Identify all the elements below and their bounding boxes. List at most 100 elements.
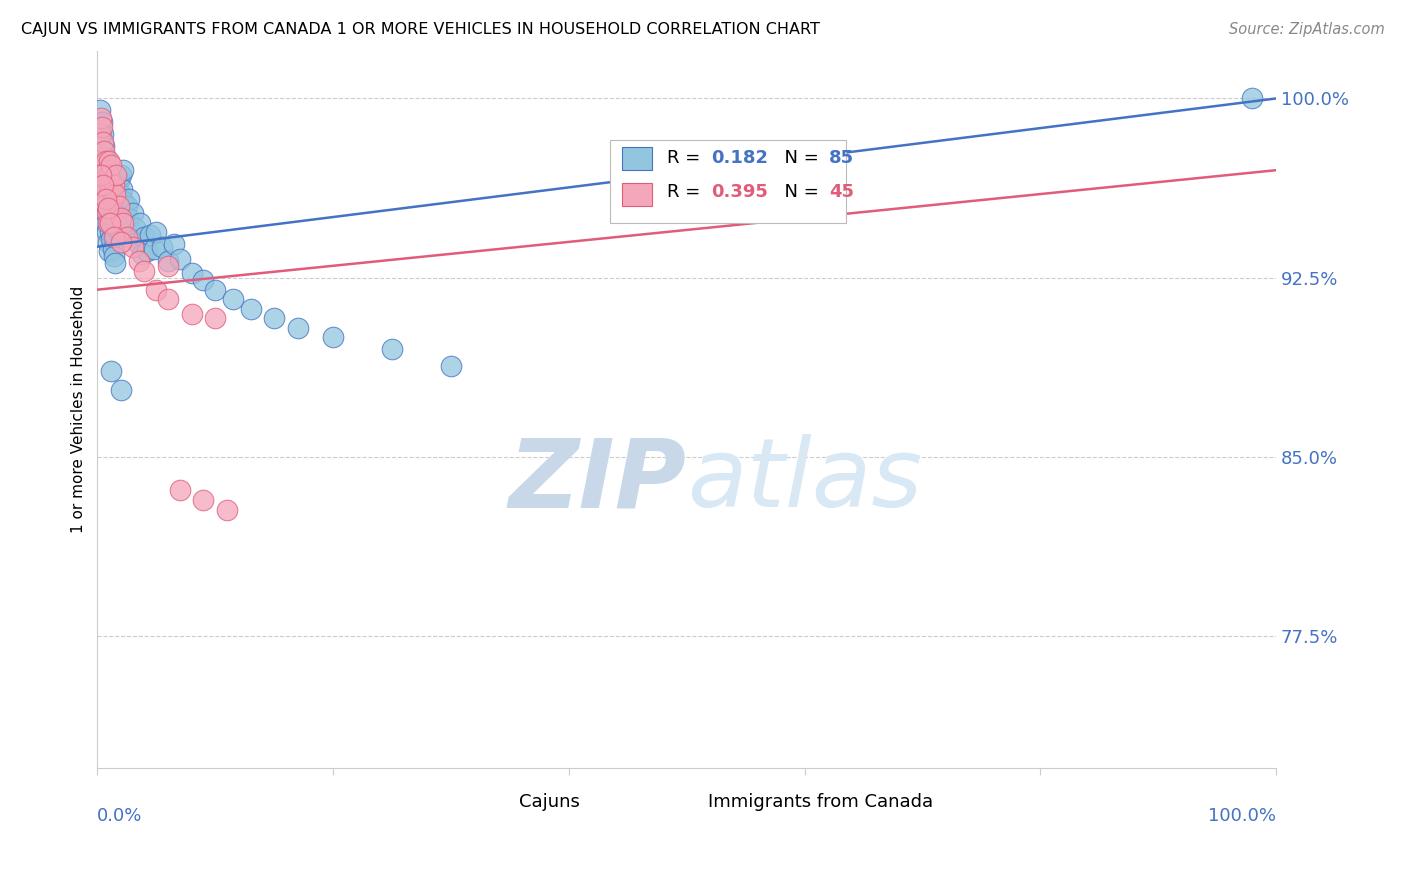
Point <box>1241 91 1264 105</box>
Point <box>91 163 114 178</box>
Point <box>145 225 167 239</box>
Point <box>94 153 117 168</box>
Text: atlas: atlas <box>686 434 922 527</box>
Point <box>103 178 125 192</box>
Point <box>193 493 215 508</box>
Text: 0.395: 0.395 <box>711 183 768 201</box>
Point <box>121 240 143 254</box>
Point <box>222 292 245 306</box>
Point <box>93 175 115 189</box>
FancyBboxPatch shape <box>484 791 515 812</box>
Point <box>94 151 117 165</box>
Point <box>322 330 344 344</box>
Point <box>103 249 125 263</box>
Point <box>98 194 121 209</box>
Point <box>91 163 114 178</box>
Point <box>91 187 114 202</box>
Point <box>139 227 162 242</box>
Point <box>97 235 120 249</box>
Point <box>91 175 114 189</box>
Point <box>91 151 114 165</box>
Point <box>104 227 127 242</box>
Point <box>117 211 139 225</box>
Point <box>93 139 115 153</box>
Point <box>108 187 131 202</box>
Point <box>157 292 180 306</box>
Point <box>96 225 118 239</box>
Point <box>169 483 191 498</box>
Point <box>110 168 132 182</box>
Text: R =: R = <box>666 148 706 167</box>
Point <box>112 163 135 178</box>
Text: Immigrants from Canada: Immigrants from Canada <box>707 793 934 811</box>
Point <box>193 273 215 287</box>
Point <box>120 225 142 239</box>
Point <box>89 103 111 118</box>
Point <box>134 230 156 244</box>
Point <box>145 283 167 297</box>
Text: CAJUN VS IMMIGRANTS FROM CANADA 1 OR MORE VEHICLES IN HOUSEHOLD CORRELATION CHAR: CAJUN VS IMMIGRANTS FROM CANADA 1 OR MOR… <box>21 22 820 37</box>
Point <box>104 187 127 202</box>
Text: N =: N = <box>773 148 824 167</box>
Text: Cajuns: Cajuns <box>519 793 581 811</box>
FancyBboxPatch shape <box>672 791 703 812</box>
Point <box>98 225 121 239</box>
Point <box>96 192 118 206</box>
Point <box>97 175 120 189</box>
Point <box>90 168 112 182</box>
Text: 0.0%: 0.0% <box>97 807 143 825</box>
Point <box>107 173 129 187</box>
Text: Source: ZipAtlas.com: Source: ZipAtlas.com <box>1229 22 1385 37</box>
Point <box>94 180 117 194</box>
FancyBboxPatch shape <box>621 184 652 206</box>
Point <box>163 237 186 252</box>
Point <box>93 211 115 225</box>
Point <box>91 199 114 213</box>
Point <box>114 206 136 220</box>
Text: 0.182: 0.182 <box>711 148 769 167</box>
Text: 85: 85 <box>830 148 855 167</box>
Point <box>90 111 112 125</box>
Point <box>90 151 112 165</box>
Point <box>93 144 115 158</box>
Point <box>91 120 114 135</box>
Point <box>105 192 128 206</box>
Point <box>124 220 146 235</box>
Point <box>103 220 125 235</box>
Point <box>204 283 226 297</box>
Point <box>91 135 114 149</box>
Point <box>105 180 128 194</box>
Point <box>101 192 124 206</box>
Point <box>204 311 226 326</box>
Point <box>115 230 138 244</box>
Point <box>98 182 121 196</box>
Point <box>135 244 157 259</box>
Point <box>111 182 134 196</box>
Point <box>110 199 132 213</box>
Point <box>91 128 114 142</box>
Point <box>169 252 191 266</box>
Point <box>97 173 120 187</box>
Point <box>287 321 309 335</box>
Point <box>94 192 117 206</box>
Point <box>97 202 120 216</box>
FancyBboxPatch shape <box>621 147 652 170</box>
Point <box>103 230 125 244</box>
Point <box>89 128 111 142</box>
Point <box>93 187 115 202</box>
Point <box>128 216 150 230</box>
Point <box>97 216 120 230</box>
Point <box>134 263 156 277</box>
Point <box>98 168 121 182</box>
Point <box>118 192 141 206</box>
Point <box>112 216 135 230</box>
Point <box>114 216 136 230</box>
Point <box>89 151 111 165</box>
Point <box>157 259 180 273</box>
Point <box>90 187 112 202</box>
Point <box>96 163 118 178</box>
Point <box>94 196 117 211</box>
Point <box>93 170 115 185</box>
Point <box>91 178 114 192</box>
Point <box>115 199 138 213</box>
